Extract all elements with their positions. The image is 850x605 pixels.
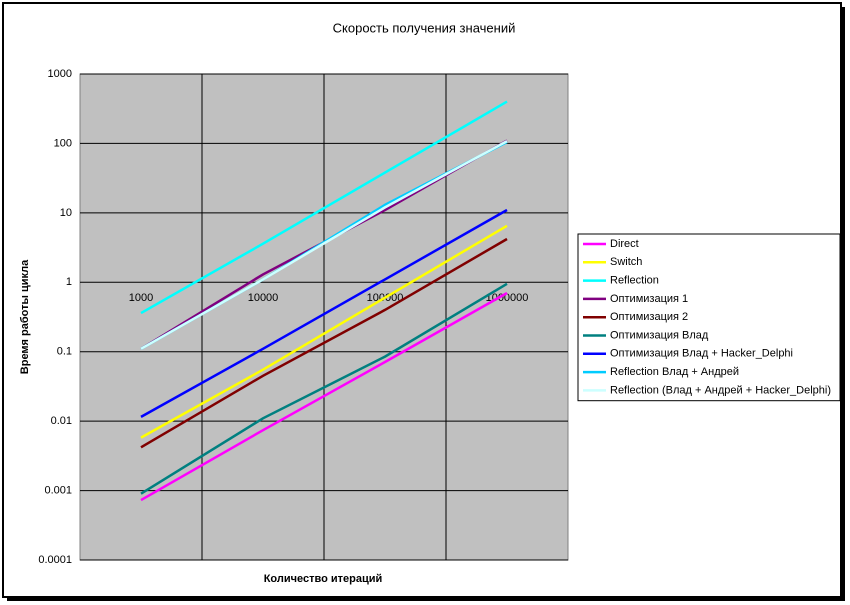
legend-label: Оптимизация Влад + Hacker_Delphi: [610, 348, 793, 360]
series-line: [140, 208, 508, 418]
y-tick-label: 0.001: [44, 484, 72, 496]
legend-label: Оптимизация 1: [610, 293, 688, 305]
y-tick-label: 0.0001: [38, 554, 72, 566]
y-tick-label: 1: [66, 276, 72, 288]
series-line: [140, 100, 508, 315]
x-tick-label: 10000: [248, 292, 279, 304]
y-tick-label: 100: [54, 137, 72, 149]
series-line: [140, 224, 508, 439]
x-axis-title: Количество итераций: [264, 573, 383, 585]
legend-label: Reflection Влад + Андрей: [610, 366, 739, 378]
legend-label: Direct: [610, 238, 639, 250]
x-tick-label: 1000: [129, 292, 153, 304]
chart-title: Скорость получения значений: [333, 20, 516, 35]
x-tick-label: 1000000: [486, 292, 529, 304]
legend-label: Оптимизация 2: [610, 311, 688, 323]
y-tick-label: 0.01: [51, 415, 72, 427]
series-line: [140, 282, 508, 495]
y-tick-label: 0.1: [57, 346, 72, 358]
series-line: [140, 291, 508, 502]
legend-label: Reflection: [610, 275, 659, 287]
y-tick-label: 1000: [48, 68, 72, 80]
y-tick-label: 10: [60, 207, 72, 219]
legend-label: Switch: [610, 256, 642, 268]
series-line: [140, 140, 508, 350]
legend-box: [577, 233, 841, 402]
series-line: [140, 237, 508, 449]
legend-label: Оптимизация Влад: [610, 329, 709, 341]
legend-label: Reflection (Влад + Андрей + Hacker_Delph…: [610, 384, 831, 396]
y-axis-title: Время работы цикла: [19, 259, 31, 374]
